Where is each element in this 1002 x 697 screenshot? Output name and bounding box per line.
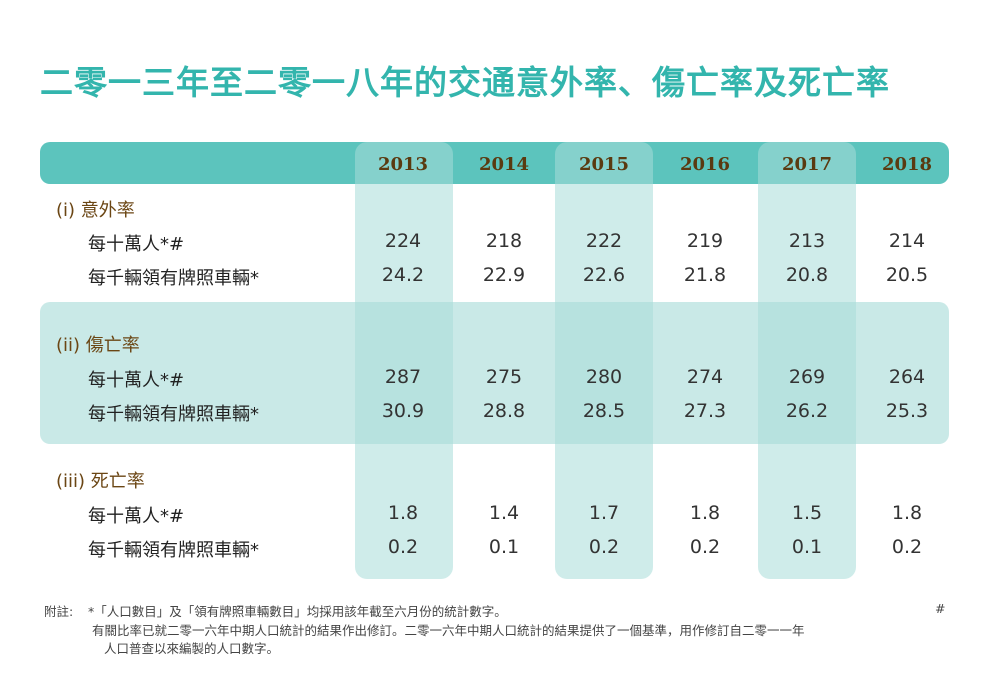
table-cell: 218 [485, 230, 523, 252]
table-cell: 0.2 [891, 536, 923, 558]
table-cell: 224 [384, 230, 422, 252]
table-cell: 21.8 [683, 264, 727, 286]
year-header: 2014 [478, 154, 530, 175]
note-hash-line-1: 有關比率已就二零一六年中期人口統計的結果作出修訂。二零一六年中期人口統計的結果提… [92, 623, 805, 638]
table-cell: 274 [686, 366, 724, 388]
table-cell: 1.4 [488, 502, 520, 524]
table-cell: 30.9 [381, 400, 425, 422]
section-label-accident-rate: (i) 意外率 [56, 200, 135, 221]
year-header: 2016 [679, 154, 731, 175]
note-hash-line-2: 人口普查以來編製的人口數字。 [104, 641, 280, 656]
column-band-2015 [555, 142, 653, 579]
table-cell: 1.8 [689, 502, 721, 524]
table-cell: 222 [585, 230, 623, 252]
table-cell: 280 [585, 366, 623, 388]
row-label-per-1000-vehicles: 每千輛領有牌照車輛* [88, 404, 259, 425]
table-cell: 1.8 [891, 502, 923, 524]
year-header: 2013 [377, 154, 429, 175]
row-label-per-100k: 每十萬人*# [88, 506, 185, 527]
row-label-per-1000-vehicles: 每千輛領有牌照車輛* [88, 268, 259, 289]
table-cell: 269 [788, 366, 826, 388]
table-cell: 22.9 [482, 264, 526, 286]
table-cell: 25.3 [885, 400, 929, 422]
table-cell: 24.2 [381, 264, 425, 286]
table-cell: 26.2 [785, 400, 829, 422]
table-cell: 22.6 [582, 264, 626, 286]
table-cell: 275 [485, 366, 523, 388]
table-cell: 1.7 [588, 502, 620, 524]
table-cell: 27.3 [683, 400, 727, 422]
row-label-per-100k: 每十萬人*# [88, 234, 185, 255]
table-cell: 1.5 [791, 502, 823, 524]
table-cell: 219 [686, 230, 724, 252]
table-cell: 287 [384, 366, 422, 388]
table-cell: 0.1 [791, 536, 823, 558]
table-cell: 0.2 [689, 536, 721, 558]
table-cell: 0.2 [588, 536, 620, 558]
section-label-fatality-rate: (iii) 死亡率 [56, 471, 145, 492]
table-cell: 28.5 [582, 400, 626, 422]
row-label-per-1000-vehicles: 每千輛領有牌照車輛* [88, 540, 259, 561]
notes-prefix: 附註: [44, 604, 74, 619]
note-star: *「人口數目」及「領有牌照車輛數目」均採用該年截至六月份的統計數字。 [88, 604, 507, 619]
note-hash-marker: # [935, 601, 946, 616]
row-label-per-100k: 每十萬人*# [88, 370, 185, 391]
table-cell: 28.8 [482, 400, 526, 422]
year-header: 2017 [781, 154, 833, 175]
table-cell: 1.8 [387, 502, 419, 524]
section-label-casualty-rate: (ii) 傷亡率 [56, 335, 140, 356]
table-cell: 264 [888, 366, 926, 388]
table-cell: 20.5 [885, 264, 929, 286]
column-band-2013 [355, 142, 453, 579]
table-cell: 214 [888, 230, 926, 252]
table-cell: 213 [788, 230, 826, 252]
page-title: 二零一三年至二零一八年的交通意外率、傷亡率及死亡率 [40, 63, 890, 102]
column-band-2017 [758, 142, 856, 579]
table-cell: 0.1 [488, 536, 520, 558]
year-header: 2018 [881, 154, 933, 175]
table-cell: 0.2 [387, 536, 419, 558]
table-cell: 20.8 [785, 264, 829, 286]
year-header: 2015 [578, 154, 630, 175]
